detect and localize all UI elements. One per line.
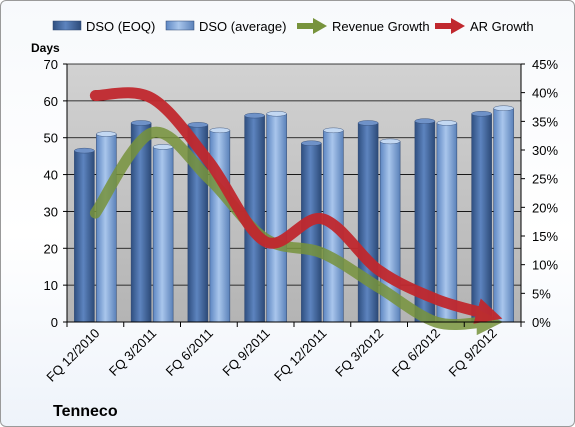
- legend-swatch: [52, 20, 82, 31]
- y-axis-title: Days: [31, 41, 60, 55]
- y2-tick-label: 15%: [532, 229, 558, 244]
- bar-dso-eoq: [471, 111, 492, 323]
- x-tick-label: FQ 9/2011: [219, 326, 272, 379]
- y2-tick-label: 5%: [532, 286, 551, 301]
- legend-item: DSO (EOQ): [52, 19, 155, 34]
- x-tick-label: FQ 3/2011: [106, 326, 159, 379]
- y-tick-label: 70: [44, 57, 58, 72]
- y-tick-label: 10: [44, 278, 58, 293]
- x-tick-label: FQ 3/2012: [332, 326, 386, 380]
- x-tick-label: FQ 12/2010: [43, 326, 102, 385]
- y2-tick-label: 40%: [532, 86, 558, 101]
- bar-dso-eoq: [74, 147, 95, 323]
- bar-dso-average: [266, 111, 287, 323]
- y2-tick-label: 10%: [532, 258, 558, 273]
- y-tick-label: 40: [44, 168, 58, 183]
- y-tick-label: 0: [51, 315, 58, 330]
- x-tick-label: FQ 6/2012: [389, 326, 443, 380]
- y2-axis-ticks: 0% 5% 10% 15% 20% 25% 30% 35% 40% 45%: [521, 57, 558, 330]
- y-tick-label: 30: [44, 204, 58, 219]
- legend-item: Revenue Growth: [297, 18, 430, 34]
- y2-tick-label: 30%: [532, 143, 558, 158]
- bar-dso-average: [209, 127, 231, 323]
- y-tick-label: 50: [44, 131, 58, 146]
- bar-dso-eoq: [301, 140, 322, 323]
- x-tick-label: FQ 12/2011: [271, 326, 329, 384]
- legend-label: DSO (EOQ): [86, 19, 155, 34]
- line-ar-growth: [89, 87, 503, 324]
- line-series: [89, 87, 504, 336]
- y2-tick-label: 0%: [532, 315, 551, 330]
- bar-dso-average: [152, 144, 174, 323]
- bar-dso-average: [96, 131, 117, 323]
- x-tick-label: FQ 9/2012: [446, 326, 500, 380]
- legend-label: Revenue Growth: [332, 19, 430, 34]
- legend-swatch: [165, 20, 195, 31]
- legend: DSO (EOQ) DSO (average) Revenue Growth AR G…: [52, 18, 534, 34]
- y-axis-ticks: 0 10 20 30 40 50 60 70: [44, 57, 67, 330]
- legend-label: DSO (average): [199, 19, 286, 34]
- y-tick-label: 20: [44, 241, 58, 256]
- y-tick-label: 60: [44, 94, 58, 109]
- company-name: Tenneco: [53, 403, 118, 420]
- bar-dso-eoq: [357, 120, 379, 323]
- bar-dso-average: [493, 105, 514, 323]
- y2-tick-label: 35%: [532, 114, 558, 129]
- x-tick-label: FQ 6/2011: [163, 326, 216, 379]
- x-axis-ticks: FQ 12/2010 FQ 3/2011 FQ 6/2011 FQ 9/2011FQ …: [43, 322, 522, 385]
- bar-dso-average: [436, 120, 458, 323]
- legend-label: AR Growth: [470, 19, 534, 34]
- y2-tick-label: 45%: [532, 57, 558, 72]
- y2-tick-label: 20%: [532, 200, 558, 215]
- y2-tick-label: 25%: [532, 172, 558, 187]
- legend-item: DSO (average): [165, 19, 286, 34]
- bar-series: [74, 105, 514, 323]
- legend-item: AR Growth: [435, 18, 534, 34]
